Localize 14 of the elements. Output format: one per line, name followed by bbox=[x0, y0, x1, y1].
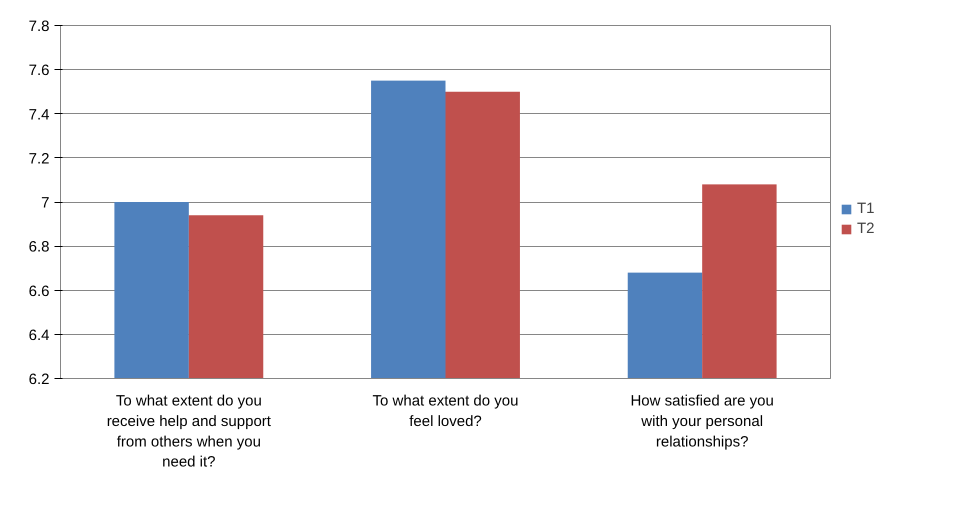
x-tick-label: How satisfied are you with your personal relationships? bbox=[630, 392, 774, 450]
y-tick-label: 6.4 bbox=[28, 326, 50, 344]
y-tick-label: 6.2 bbox=[28, 371, 50, 388]
y-tick-label: 7.4 bbox=[28, 106, 50, 124]
y-tick-label: 6.6 bbox=[28, 282, 50, 300]
y-tick-label: 6.8 bbox=[28, 238, 50, 256]
y-tick-label: 7.8 bbox=[28, 18, 50, 35]
x-tick-label: To what extent do you receive help and support from others when you need it? bbox=[106, 392, 272, 471]
legend-label: T2 bbox=[857, 220, 876, 237]
y-tick-label: 7.6 bbox=[28, 62, 50, 80]
y-tick-label: 7 bbox=[41, 194, 50, 212]
y-tick-label: 7.2 bbox=[28, 150, 50, 168]
legend-label: T1 bbox=[857, 200, 876, 217]
x-tick-label: To what extent do you feel loved? bbox=[372, 392, 518, 430]
